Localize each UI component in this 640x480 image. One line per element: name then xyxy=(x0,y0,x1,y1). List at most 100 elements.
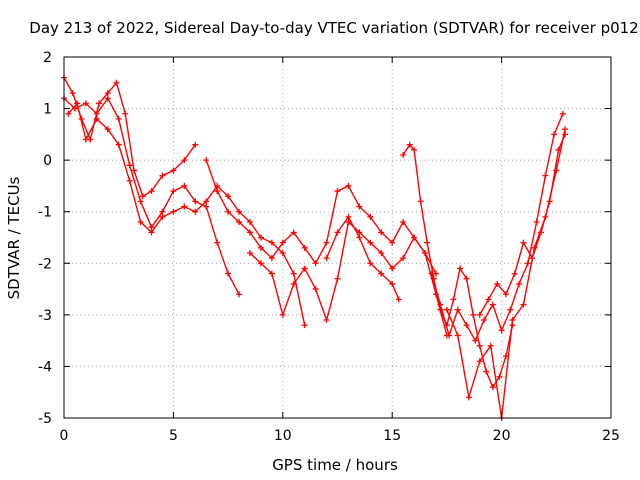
data-point xyxy=(411,146,418,153)
data-point xyxy=(476,358,483,365)
data-point xyxy=(181,157,188,164)
data-point xyxy=(389,265,396,272)
data-point xyxy=(533,219,540,226)
data-point xyxy=(511,270,518,277)
data-point xyxy=(489,301,496,308)
y-axis-label: SDTVAR / TECUs xyxy=(5,176,23,299)
data-point xyxy=(279,311,286,318)
data-point xyxy=(494,280,501,287)
data-point xyxy=(457,265,464,272)
data-point xyxy=(268,270,275,277)
data-point xyxy=(551,131,558,138)
data-point xyxy=(113,79,120,86)
data-point xyxy=(463,275,470,282)
data-point xyxy=(312,286,319,293)
data-point xyxy=(529,255,536,262)
data-point xyxy=(367,239,374,246)
series-line xyxy=(205,159,437,274)
data-point xyxy=(225,208,232,215)
plot-frame xyxy=(63,56,612,419)
data-point xyxy=(170,208,177,215)
data-point xyxy=(378,229,385,236)
data-point xyxy=(498,327,505,334)
data-point xyxy=(406,141,413,148)
x-tick-label: 15 xyxy=(383,428,401,444)
data-point xyxy=(323,317,330,324)
data-point xyxy=(312,260,319,267)
series-line xyxy=(402,143,514,389)
data-point xyxy=(246,229,253,236)
data-point xyxy=(422,249,429,256)
data-point xyxy=(345,182,352,189)
data-point xyxy=(159,172,166,179)
x-tick-label: 25 xyxy=(602,428,620,444)
data-point xyxy=(496,373,503,380)
x-tick-label: 20 xyxy=(493,428,511,444)
data-point xyxy=(115,141,122,148)
data-point xyxy=(465,394,472,401)
series-sat-c xyxy=(65,100,308,329)
data-point xyxy=(279,239,286,246)
data-point xyxy=(562,131,569,138)
y-tick-label: 1 xyxy=(43,102,52,118)
data-point xyxy=(323,239,330,246)
data-point xyxy=(159,213,166,220)
data-point xyxy=(367,260,374,267)
data-point xyxy=(246,219,253,226)
data-point xyxy=(257,234,264,241)
series-sat-g xyxy=(400,141,516,391)
series-sat-j xyxy=(476,131,569,318)
chart-title: Day 213 of 2022, Sidereal Day-to-day VTE… xyxy=(29,19,638,37)
data-point xyxy=(246,249,253,256)
data-point xyxy=(483,368,490,375)
data-point xyxy=(400,219,407,226)
data-point xyxy=(290,270,297,277)
data-point xyxy=(82,100,89,107)
data-point xyxy=(389,239,396,246)
series-sat-a xyxy=(61,95,243,298)
data-point xyxy=(334,188,341,195)
data-point xyxy=(345,213,352,220)
data-point xyxy=(192,141,199,148)
data-point xyxy=(562,126,569,133)
data-point xyxy=(131,167,138,174)
data-point xyxy=(148,229,155,236)
data-point xyxy=(301,244,308,251)
data-point xyxy=(236,208,243,215)
data-point xyxy=(82,136,89,143)
data-point xyxy=(148,224,155,231)
data-point xyxy=(334,229,341,236)
data-point xyxy=(236,291,243,298)
data-point xyxy=(487,342,494,349)
data-point xyxy=(450,296,457,303)
data-point xyxy=(290,280,297,287)
data-point xyxy=(424,239,431,246)
data-point xyxy=(356,203,363,210)
data-point xyxy=(356,234,363,241)
data-point xyxy=(137,219,144,226)
data-point xyxy=(470,311,477,318)
grid-lines xyxy=(64,57,611,418)
y-tick-label: 0 xyxy=(43,153,52,169)
series-line xyxy=(479,134,566,316)
data-point xyxy=(170,188,177,195)
series-sat-f xyxy=(323,213,402,303)
data-point xyxy=(96,100,103,107)
series-line xyxy=(67,101,306,326)
data-point xyxy=(225,270,232,277)
y-tick-label: -5 xyxy=(38,411,52,427)
data-point xyxy=(509,317,516,324)
x-tick-labels: 0 5 10 15 20 25 xyxy=(60,428,620,444)
data-point xyxy=(104,126,111,133)
data-point xyxy=(400,151,407,158)
series-sat-h xyxy=(428,110,566,344)
data-point xyxy=(93,115,100,122)
y-tick-label: 2 xyxy=(43,50,52,66)
x-axis-label: GPS time / hours xyxy=(272,456,398,474)
series-sat-e xyxy=(246,219,450,339)
data-point xyxy=(104,95,111,102)
series-line xyxy=(325,215,400,300)
data-point xyxy=(257,244,264,251)
data-point xyxy=(389,280,396,287)
data-point xyxy=(476,311,483,318)
